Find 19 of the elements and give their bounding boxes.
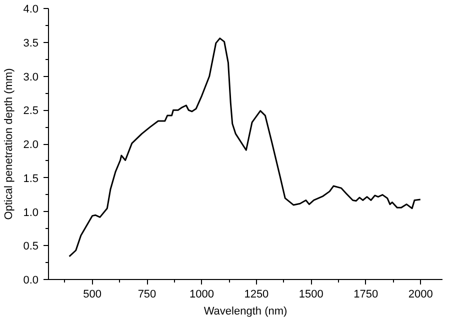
x-axis-title: Wavelength (nm) (204, 306, 288, 318)
y-axis-title: Optical penetration depth (mm) (3, 68, 16, 220)
x-tick-label: 1000 (189, 288, 214, 300)
x-tick-label: 2000 (408, 288, 433, 300)
y-tick-label: 1.5 (23, 172, 39, 185)
y-tick-label: 2.0 (23, 139, 39, 151)
y-tick-label: 1.0 (23, 206, 39, 219)
x-tick-label: 1250 (244, 288, 269, 300)
y-tick-label: 2.5 (23, 105, 39, 118)
y-tick-label: 0.0 (23, 274, 39, 286)
x-tick-label: 500 (83, 288, 102, 300)
y-tick-label: 0.5 (23, 240, 39, 253)
y-tick-label: 3.0 (23, 71, 39, 84)
x-tick-label: 1750 (354, 288, 378, 300)
x-tick-label: 1500 (298, 288, 324, 300)
y-tick-label: 4.0 (23, 4, 39, 16)
x-tick-label: 750 (138, 288, 156, 300)
line-series (68, 38, 422, 258)
y-tick-label: 3.5 (23, 37, 39, 50)
